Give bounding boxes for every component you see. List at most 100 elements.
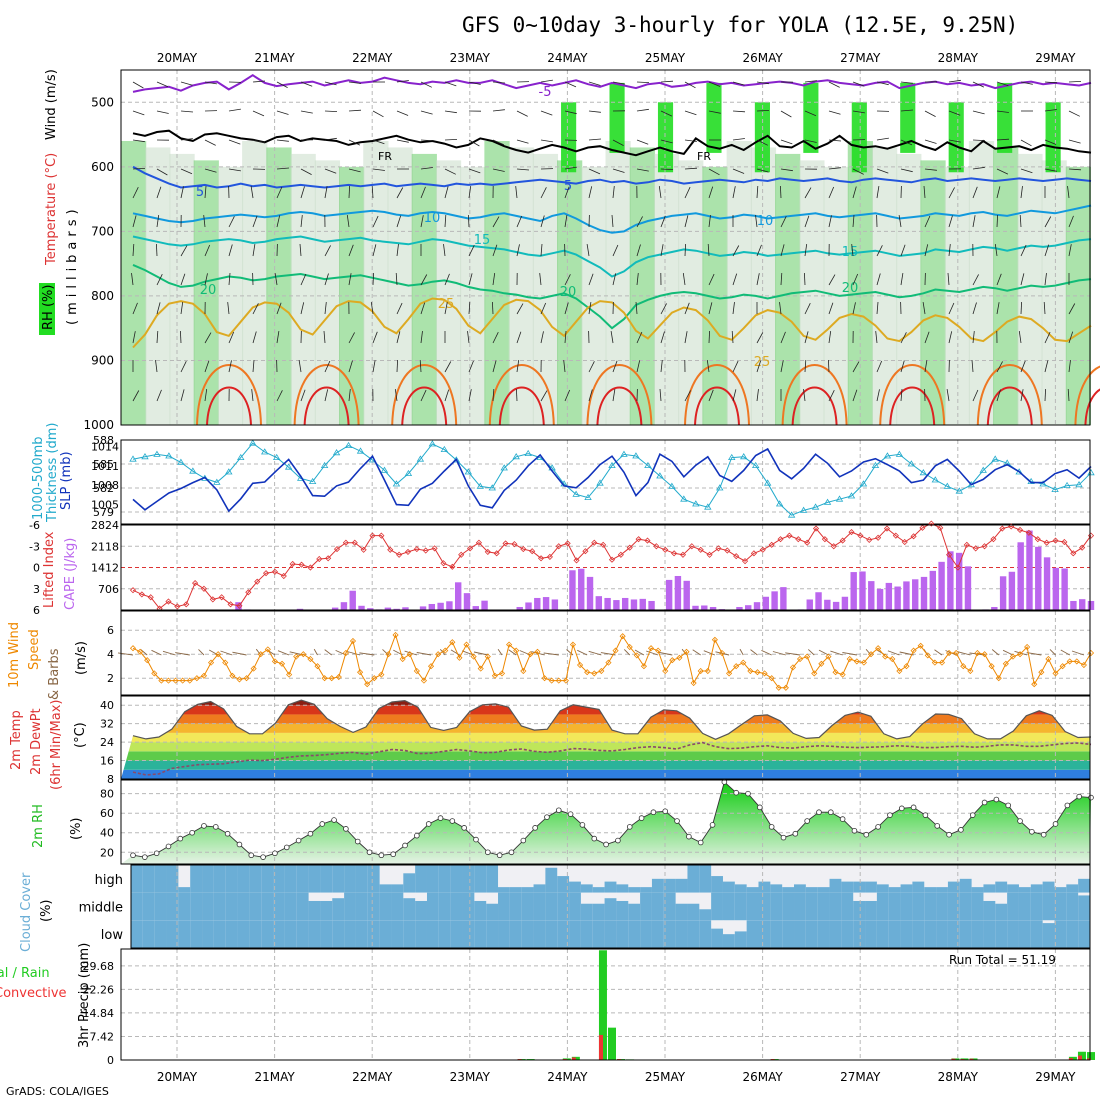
surface-wind-barb: [255, 648, 262, 656]
cloud-cell-fill: [758, 920, 771, 948]
thickness-marker: [177, 458, 185, 465]
wind-barb: [804, 215, 810, 228]
li-marker: [883, 525, 891, 532]
cape-bar: [534, 597, 541, 610]
rh-marker: [638, 815, 645, 821]
wind-barb: [324, 81, 337, 86]
wind-barb: [1067, 186, 1070, 199]
cloud-cell-fill: [817, 892, 831, 921]
wind-barb: [828, 274, 836, 286]
wind-barb: [492, 81, 506, 84]
cape-bar: [929, 570, 936, 610]
rh-marker: [390, 851, 396, 858]
wind-barb: [276, 302, 282, 315]
wind-barb: [492, 168, 505, 172]
cape-bar: [859, 571, 866, 610]
wind-speed-marker: [165, 677, 172, 684]
rh-marker: [674, 818, 680, 824]
rh-ticks: 20 40 60 80: [100, 788, 114, 860]
wind-barb: [828, 186, 835, 199]
rh-moist-cell: [1045, 102, 1061, 173]
li-marker: [724, 547, 731, 554]
wind-barb: [804, 272, 806, 286]
wind-barb: [732, 138, 745, 141]
wind-barb: [924, 168, 937, 171]
cape-bar: [454, 582, 462, 610]
isotherm-label: 25: [754, 355, 771, 370]
thickness-tick-label: 585: [93, 458, 114, 471]
cloud-cell-fill: [794, 892, 807, 921]
wind-barb: [444, 389, 450, 402]
cape-bar: [481, 600, 488, 610]
cloud-cell-fill: [663, 920, 677, 948]
cloud-cell-fill: [486, 920, 499, 948]
cape-bar: [419, 606, 427, 610]
wind-speed-marker: [683, 648, 690, 655]
wind-barb: [516, 388, 518, 402]
wind-barb: [204, 168, 217, 173]
li-marker: [484, 548, 491, 555]
dewpoint-polyline: [132, 741, 1092, 776]
wind-speed-marker: [378, 671, 385, 678]
wind-barb: [1019, 214, 1022, 228]
temp-polyline: [132, 699, 1092, 740]
temp-band: [121, 742, 1090, 752]
wind-speed-marker: [392, 631, 399, 639]
cloud-cell-fill: [273, 892, 286, 921]
wind-barb: [780, 110, 792, 118]
rh-marker: [414, 832, 420, 839]
cloud-cell-fill: [888, 892, 902, 921]
cape-bar: [569, 570, 576, 610]
cape-bar: [331, 607, 339, 610]
thickness-tick-label: 579: [93, 506, 114, 519]
wind-barb: [588, 273, 594, 286]
wind-barb: [684, 390, 691, 402]
wind-barb: [948, 331, 953, 344]
rh-marker: [603, 841, 609, 848]
rh-marker: [780, 834, 787, 841]
wind-barb: [588, 186, 593, 199]
cape-bar: [780, 587, 787, 610]
li-marker: [679, 551, 687, 558]
cloud-cell-fill: [249, 920, 262, 948]
surface-wind-barb: [588, 650, 602, 656]
wind-speed-marker: [548, 677, 555, 684]
temp-ticks: 8 16 24 32 40: [100, 699, 114, 786]
cape-bar: [648, 600, 655, 610]
rh-marker: [142, 854, 148, 860]
rh-fill: [121, 782, 1091, 864]
wind-speed-marker: [768, 675, 775, 682]
cloud-cell-fill: [936, 887, 949, 893]
cloud-cell-fill: [663, 878, 677, 893]
cape-bar: [367, 608, 374, 610]
ylabel-wind-speed: Speed: [27, 629, 42, 670]
li-marker: [209, 596, 216, 603]
thickness-marker: [189, 467, 197, 474]
cape-bar: [525, 602, 532, 610]
temp-band: [121, 723, 1090, 733]
wind-barb: [180, 186, 184, 199]
thickness-marker: [404, 469, 413, 476]
cloud-cell-fill: [178, 920, 191, 948]
wind-speed-marker: [598, 667, 605, 675]
rh-band: [363, 141, 389, 425]
wind-barb: [611, 214, 614, 228]
wind-barb: [252, 80, 266, 83]
surface-wind-barb: [772, 651, 786, 656]
cloud-cell-fill: [841, 881, 854, 893]
cloud-cell-fill: [924, 920, 937, 948]
rh-moist-cell: [997, 82, 1013, 153]
thickness-marker: [799, 506, 808, 513]
wind-barb: [300, 215, 303, 228]
cloud-cell-fill: [983, 920, 996, 948]
cloud-cell-fill: [533, 892, 546, 921]
wind-barb: [635, 301, 638, 315]
wind-barb: [660, 215, 666, 228]
wind-speed-marker: [910, 647, 917, 654]
wind-speed-marker: [243, 675, 250, 682]
cloud-cell-fill: [734, 884, 748, 893]
thickness-marker: [1063, 481, 1071, 488]
surface-wind-barb: [232, 651, 247, 656]
surface-wind-barb: [346, 651, 361, 656]
surface-wind-barb: [956, 651, 971, 656]
